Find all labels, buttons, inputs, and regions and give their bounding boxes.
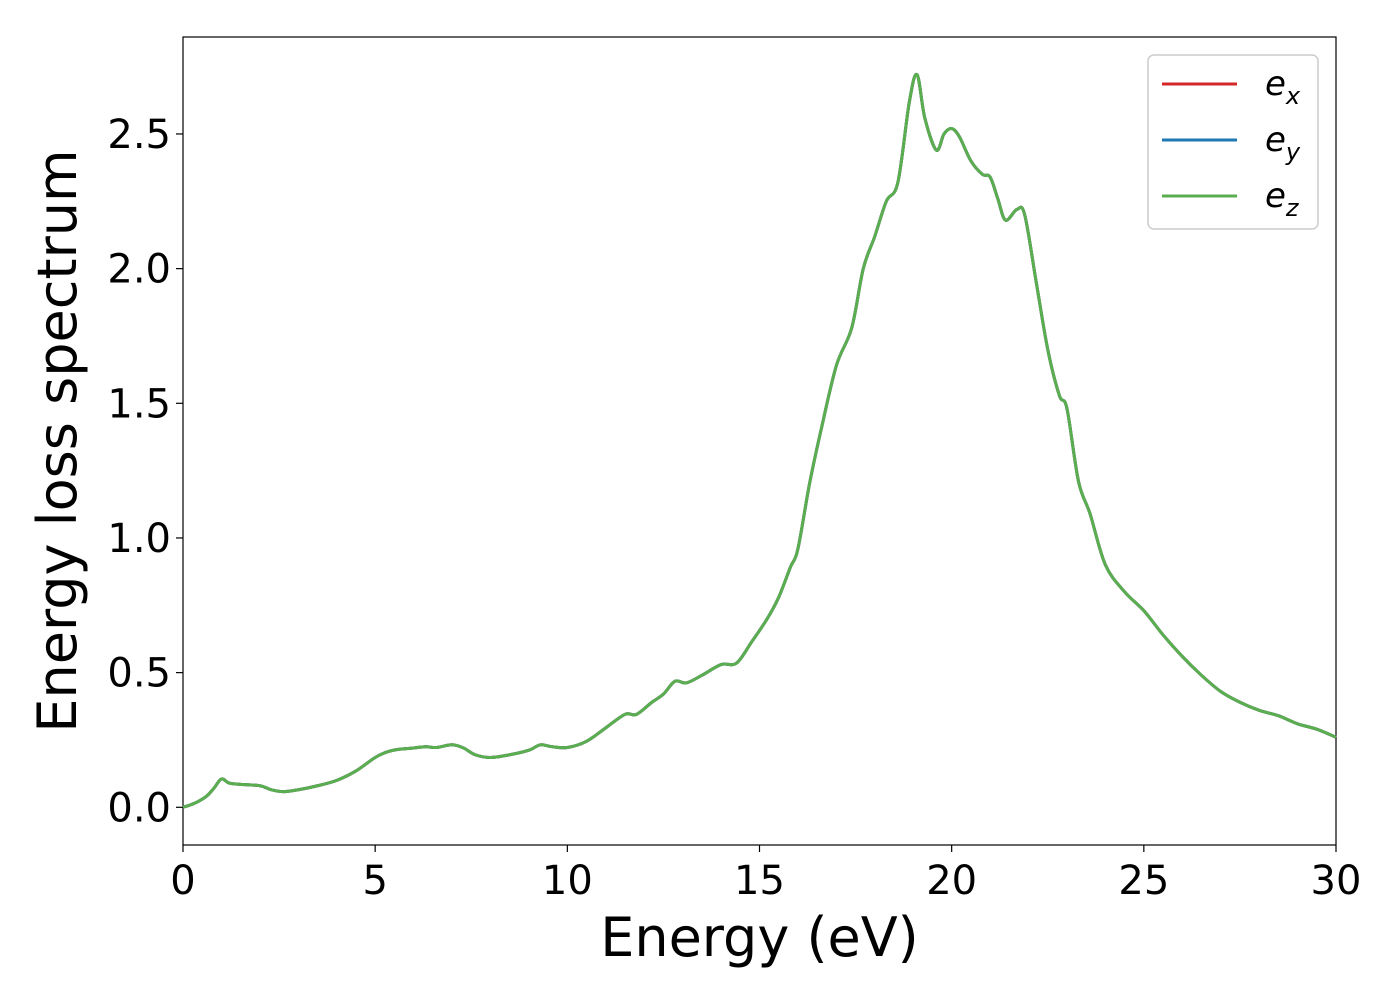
series-lines [182, 72, 1337, 809]
x-tick-label: 10 [542, 858, 593, 904]
legend-label-main: e [1265, 120, 1286, 160]
legend-label-main: e [1265, 176, 1286, 216]
legend-label-subscript: z [1285, 194, 1300, 222]
y-tick-label: 1.0 [107, 516, 171, 562]
y-tick-label: 2.0 [107, 247, 171, 293]
y-tick-label: 0.0 [107, 785, 171, 831]
x-tick-label: 5 [362, 858, 387, 904]
legend-label-subscript: x [1285, 82, 1301, 110]
x-tick-label: 0 [170, 858, 195, 904]
y-tick-label: 2.5 [107, 112, 171, 158]
legend-label-subscript: y [1285, 138, 1301, 166]
x-tick-label: 15 [734, 858, 785, 904]
y-axis-title: Energy loss spectrum [26, 149, 89, 732]
x-axis-title: Energy (eV) [600, 906, 919, 969]
y-tick-label: 0.5 [107, 651, 171, 697]
y-axis-ticks: 0.0 0.5 1.0 1.5 2.0 2.5 [107, 112, 183, 831]
x-tick-label: 30 [1311, 858, 1362, 904]
y-tick-label: 1.5 [107, 381, 171, 427]
legend-box [1147, 54, 1319, 230]
legend-label-e-z: ez [1265, 176, 1300, 222]
legend-label-main: e [1265, 64, 1286, 104]
x-tick-label: 25 [1118, 858, 1169, 904]
legend-label-e-y: ey [1265, 120, 1301, 166]
x-tick-label: 20 [926, 858, 977, 904]
legend-label-e-x: ex [1265, 64, 1301, 110]
series-line-e-z [182, 72, 1337, 809]
x-axis-ticks: 0 5 10 15 20 25 30 [170, 845, 1361, 904]
